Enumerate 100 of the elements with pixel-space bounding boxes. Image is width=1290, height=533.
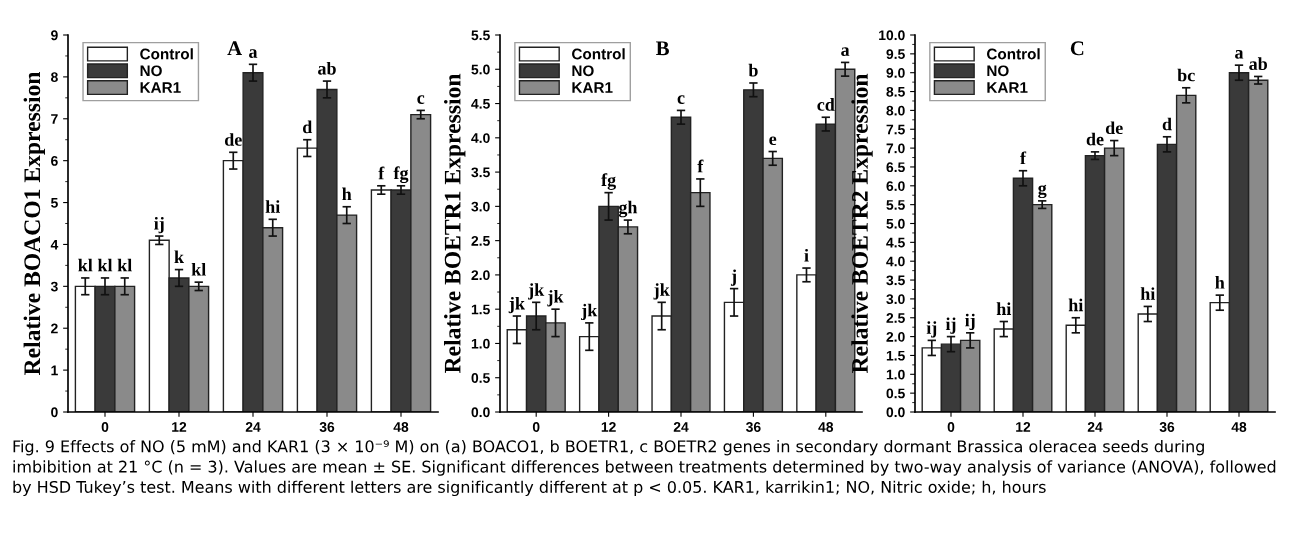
y-axis-title: Relative BOETR1 Expression: [444, 73, 466, 374]
x-tick-label: 0: [101, 422, 109, 432]
legend-label: NO: [987, 65, 1009, 77]
y-tick-label: 2.0: [471, 270, 490, 281]
y-tick-label: 4.0: [886, 256, 905, 267]
data-label: a: [1235, 50, 1244, 59]
x-tick-label: 12: [1016, 422, 1031, 432]
annotation: A: [227, 41, 242, 56]
data-label: hi: [1068, 298, 1084, 312]
x-tick-label: 24: [1087, 422, 1103, 432]
x-tick-label: 36: [319, 422, 335, 432]
y-tick-label: 2.5: [471, 235, 490, 246]
legend-label: Control: [572, 48, 625, 60]
caption: Fig. 9 Effects of NO (5 mM) and KAR1 (3 × 10⁻⁹ M) on (a) BOACO1, b BOETR1, c BOETR2 genes in secondary dormant Brassica oleracea seeds during imbibition at 21 °C (n = 3). Values are mean ± SE. Significant differences between treatments determined by two-way analysis of variance (ANOVA), followed by HSD Tukey’s test. Means with different letters are significantly different at p < 0.05. KAR1, karrikin1; NO, Nitric oxide; h, hours: [13, 440, 1276, 497]
y-tick-label: 2.0: [886, 331, 905, 342]
data-label: i: [804, 248, 809, 262]
y-tick-label: 4.0: [471, 133, 490, 143]
y-tick-label: 0.0: [471, 407, 490, 418]
legend-label: KAR1: [572, 82, 613, 93]
x-tick-label: 12: [601, 422, 616, 432]
data-label: kl: [117, 258, 132, 272]
y-tick-label: 7.0: [886, 143, 905, 154]
data-label: f: [697, 159, 704, 173]
y-tick-label: 10.0: [879, 30, 905, 41]
y-tick-label: 5: [50, 198, 58, 208]
y-tick-label: 6: [51, 156, 58, 166]
y-tick-label: 1.0: [471, 338, 490, 349]
data-label: de: [1086, 132, 1104, 146]
legend-label: Control: [140, 48, 193, 60]
y-tick-label: 1: [51, 365, 58, 376]
y-tick-label: 3.5: [886, 275, 905, 286]
data-label: gh: [618, 200, 638, 218]
y-tick-label: 8.5: [886, 86, 905, 97]
y-tick-label: 9: [51, 30, 58, 41]
data-label: g: [1038, 184, 1047, 199]
data-label: cd: [817, 98, 835, 111]
y-axis-title: Relative BOETR2 Expression: [851, 73, 873, 374]
data-label: jk: [508, 296, 525, 314]
data-label: fg: [601, 173, 616, 190]
data-label: c: [417, 95, 425, 104]
legend-label: NO: [140, 65, 162, 77]
y-tick-label: 0.5: [471, 373, 490, 383]
data-label: ij: [945, 317, 956, 334]
legend-label: NO: [572, 65, 594, 77]
x-tick-label: 0: [532, 422, 540, 432]
y-tick-label: 1.5: [471, 304, 490, 315]
y-tick-label: 6.0: [886, 181, 905, 191]
annotation: B: [656, 41, 669, 56]
y-tick-label: 2.5: [886, 313, 905, 323]
y-tick-label: 1.0: [886, 369, 905, 380]
data-label: b: [748, 63, 758, 77]
x-tick-label: 12: [172, 422, 187, 432]
data-label: fg: [393, 166, 409, 184]
data-label: ab: [1249, 57, 1267, 71]
data-label: bc: [1177, 68, 1195, 82]
y-tick-label: 0.5: [886, 388, 905, 399]
data-label: a: [841, 47, 850, 56]
y-tick-label: 5.0: [886, 218, 905, 229]
y-tick-label: 9.5: [886, 49, 905, 60]
y-tick-label: 3.0: [886, 294, 905, 305]
x-tick-label: 0: [947, 422, 955, 432]
y-tick-label: 6.5: [886, 162, 905, 173]
y-tick-label: 7: [51, 114, 58, 124]
y-tick-label: 4.5: [471, 99, 490, 109]
data-label: h: [342, 187, 352, 201]
x-tick-label: 48: [1231, 422, 1247, 432]
x-tick-label: 48: [393, 422, 409, 432]
y-tick-label: 7.5: [886, 124, 905, 135]
y-tick-label: 5.5: [471, 30, 490, 41]
y-axis-title: Relative BOACO1 Expression: [23, 71, 45, 376]
x-tick-label: 36: [1159, 422, 1175, 432]
data-label: j: [730, 269, 736, 286]
legend-label: KAR1: [140, 82, 181, 93]
legend-label: Control: [986, 48, 1040, 60]
data-label: c: [677, 95, 685, 104]
y-tick-label: 3.0: [471, 201, 490, 212]
y-tick-label: 3: [50, 281, 58, 292]
data-label: kl: [191, 262, 206, 276]
data-label: d: [302, 120, 313, 134]
y-tick-label: 5.5: [886, 200, 905, 210]
data-label: de: [224, 133, 242, 146]
y-tick-label: 2: [51, 323, 58, 334]
data-label: hi: [265, 200, 280, 213]
y-tick-label: 8.0: [886, 105, 905, 116]
data-label: d: [1162, 117, 1172, 131]
data-label: h: [1215, 275, 1225, 289]
x-tick-label: 24: [673, 422, 689, 432]
data-label: ab: [318, 61, 336, 75]
y-tick-label: 4.5: [886, 237, 905, 248]
y-tick-label: 8: [50, 72, 58, 83]
data-label: f: [1020, 151, 1027, 165]
y-tick-label: 5.0: [471, 64, 490, 75]
data-label: k: [174, 250, 184, 263]
y-tick-label: 0: [51, 407, 58, 418]
data-label: e: [769, 136, 777, 146]
x-tick-label: 48: [818, 422, 834, 432]
data-label: hi: [996, 302, 1012, 315]
data-label: kl: [78, 258, 93, 272]
x-tick-label: 24: [245, 422, 261, 432]
data-label: de: [1105, 121, 1123, 135]
